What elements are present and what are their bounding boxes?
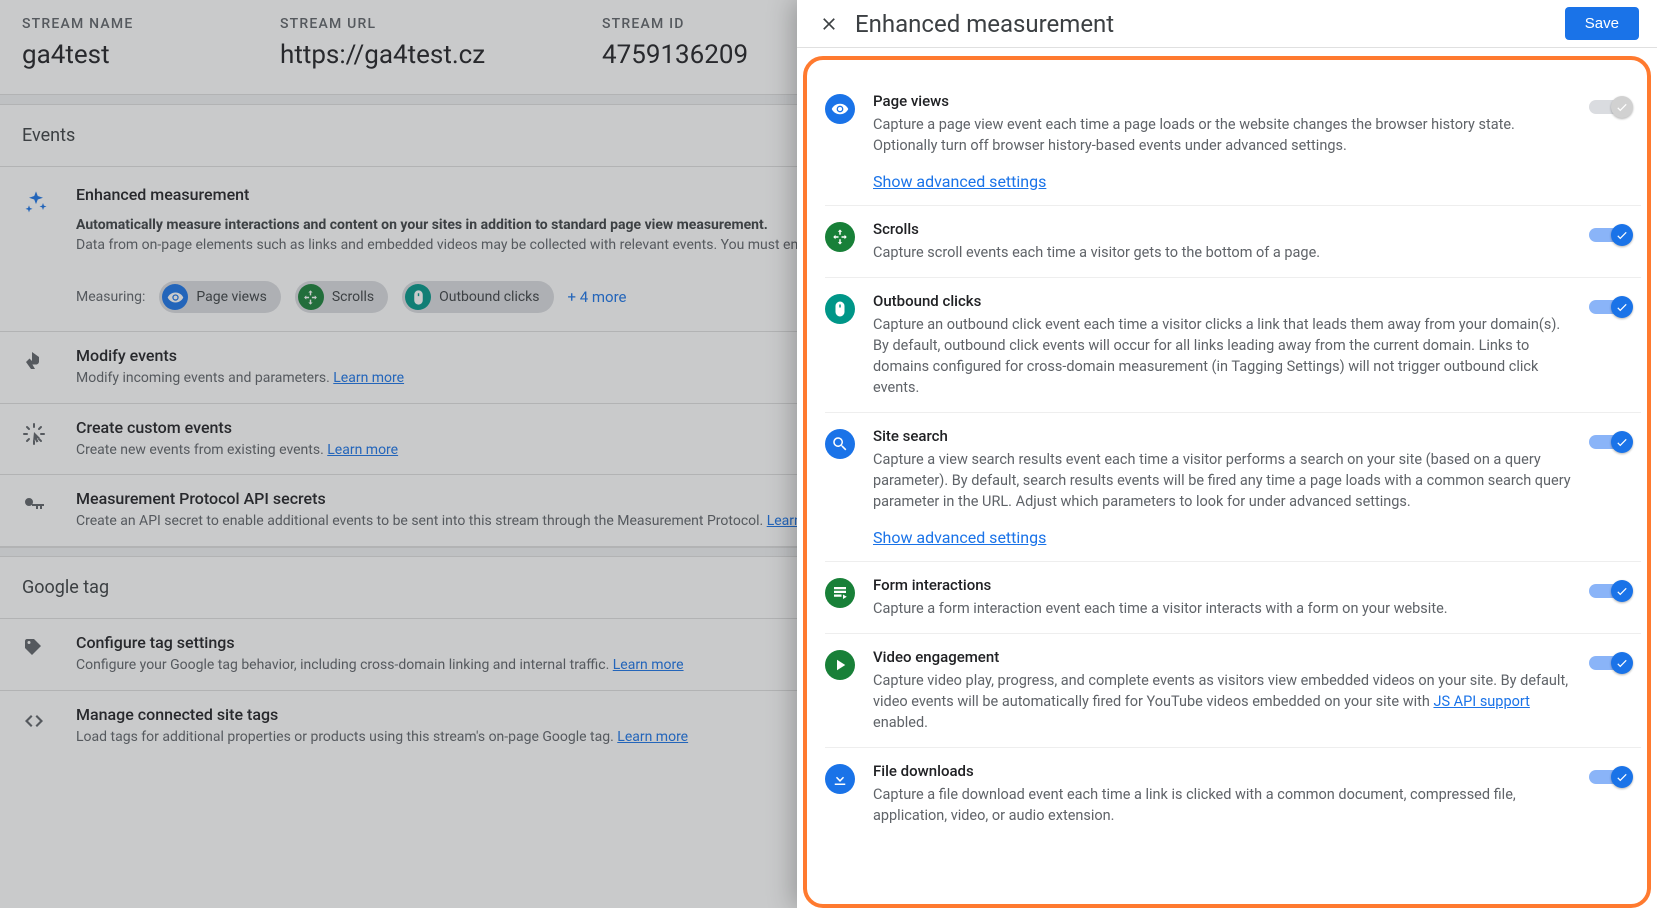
option-site_search-desc: Capture a view search results event each…: [873, 449, 1571, 512]
modify-learn-more-link[interactable]: Learn more: [333, 370, 404, 386]
configure-desc: Configure your Google tag behavior, incl…: [76, 657, 613, 673]
chip-scrolls-label: Scrolls: [332, 289, 374, 305]
outbound-icon: [825, 294, 855, 324]
measuring-label: Measuring:: [76, 289, 145, 305]
show-advanced-page_views[interactable]: Show advanced settings: [873, 172, 1046, 191]
chips-more-link[interactable]: + 4 more: [568, 288, 627, 306]
custom-desc: Create new events from existing events.: [76, 442, 327, 458]
option-scrolls-title: Scrolls: [873, 220, 1571, 238]
video-icon: [825, 650, 855, 680]
form-icon: [825, 578, 855, 608]
scrolls-icon: [825, 222, 855, 252]
options-list: Page views Capture a page view event each…: [803, 56, 1651, 908]
chip-page-views: Page views: [159, 281, 281, 313]
enhanced-measurement-panel: Enhanced measurement Save Page views Capt…: [797, 0, 1657, 908]
option-site_search-title: Site search: [873, 427, 1571, 445]
toggle-scrolls[interactable]: [1589, 224, 1631, 246]
mp-desc: Create an API secret to enable additiona…: [76, 513, 767, 529]
tag-icon: [22, 633, 76, 661]
option-page_views-title: Page views: [873, 92, 1571, 110]
page_views-icon: [825, 94, 855, 124]
panel-header: Enhanced measurement Save: [797, 0, 1657, 48]
panel-title: Enhanced measurement: [855, 10, 1553, 38]
stream-url-label: STREAM URL: [280, 16, 602, 32]
option-scrolls: Scrolls Capture scroll events each time a…: [825, 206, 1641, 278]
option-scrolls-desc: Capture scroll events each time a visito…: [873, 242, 1571, 263]
toggle-site_search[interactable]: [1589, 431, 1631, 453]
stream-name-label: STREAM NAME: [22, 16, 280, 32]
key-icon: [22, 489, 76, 517]
js-api-support-link[interactable]: JS API support: [1433, 693, 1529, 710]
option-form-title: Form interactions: [873, 576, 1571, 594]
option-video-title: Video engagement: [873, 648, 1571, 666]
chip-outbound-label: Outbound clicks: [439, 289, 539, 305]
option-site_search: Site search Capture a view search results…: [825, 413, 1641, 562]
option-form-desc: Capture a form interaction event each ti…: [873, 598, 1571, 619]
chip-outbound: Outbound clicks: [402, 281, 553, 313]
option-video-desc: Capture video play, progress, and comple…: [873, 670, 1571, 733]
save-button[interactable]: Save: [1565, 7, 1639, 40]
toggle-page_views: [1589, 96, 1631, 118]
toggle-form[interactable]: [1589, 580, 1631, 602]
option-file: File downloads Capture a file download ev…: [825, 748, 1641, 840]
click-icon: [22, 418, 76, 446]
close-icon[interactable]: [815, 10, 843, 38]
connected-learn-more-link[interactable]: Learn more: [617, 729, 688, 745]
toggle-video[interactable]: [1589, 652, 1631, 674]
modify-desc: Modify incoming events and parameters.: [76, 370, 333, 386]
option-file-desc: Capture a file download event each time …: [873, 784, 1571, 826]
configure-learn-more-link[interactable]: Learn more: [613, 657, 684, 673]
option-outbound-desc: Capture an outbound click event each tim…: [873, 314, 1571, 398]
chip-page-views-label: Page views: [196, 289, 267, 305]
stream-url-value: https://ga4test.cz: [280, 40, 602, 70]
scroll-icon: [298, 284, 324, 310]
stream-name-value: ga4test: [22, 40, 280, 70]
option-outbound: Outbound clicks Capture an outbound click…: [825, 278, 1641, 413]
mouse-icon: [405, 284, 431, 310]
custom-learn-more-link[interactable]: Learn more: [327, 442, 398, 458]
eye-icon: [162, 284, 188, 310]
show-advanced-site_search[interactable]: Show advanced settings: [873, 528, 1046, 547]
option-page_views-desc: Capture a page view event each time a pa…: [873, 114, 1571, 156]
option-video: Video engagement Capture video play, prog…: [825, 634, 1641, 748]
toggle-outbound[interactable]: [1589, 296, 1631, 318]
code-icon: [22, 705, 76, 733]
site_search-icon: [825, 429, 855, 459]
em-desc-bold: Automatically measure interactions and c…: [76, 217, 768, 233]
file-icon: [825, 764, 855, 794]
sparkle-icon: [22, 185, 76, 217]
option-page_views: Page views Capture a page view event each…: [825, 78, 1641, 206]
option-outbound-title: Outbound clicks: [873, 292, 1571, 310]
option-file-title: File downloads: [873, 762, 1571, 780]
connected-desc: Load tags for additional properties or p…: [76, 729, 617, 745]
option-form: Form interactions Capture a form interact…: [825, 562, 1641, 634]
pointer-icon: [22, 346, 76, 374]
chip-scrolls: Scrolls: [295, 281, 388, 313]
toggle-file[interactable]: [1589, 766, 1631, 788]
